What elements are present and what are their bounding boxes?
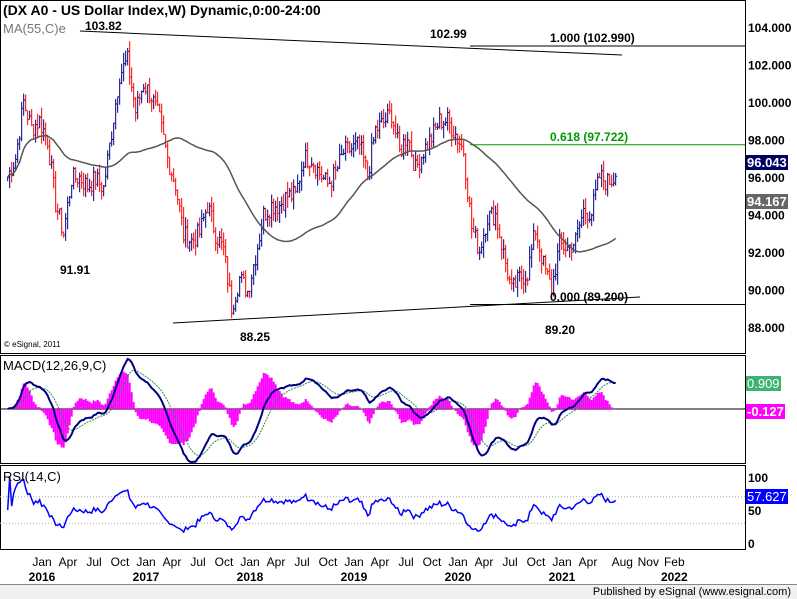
rsi-tag: 57.627: [746, 489, 788, 504]
hist-tag: -0.127: [746, 404, 785, 419]
x-tick-month: Jul: [294, 555, 309, 569]
annotation-label: 0.000 (89.200): [550, 290, 628, 304]
annotation-label: 102.99: [430, 27, 467, 41]
annotation-label: 91.91: [60, 263, 90, 277]
x-tick-year: 2020: [445, 570, 472, 584]
annotation-label: 89.20: [545, 323, 575, 337]
rsi-tick-label: 50: [748, 504, 762, 518]
x-tick-month: Apr: [267, 555, 286, 569]
x-tick-month: Oct: [527, 555, 546, 569]
x-tick-month: Oct: [319, 555, 338, 569]
x-tick-month: Apr: [579, 555, 598, 569]
rsi-tick-label: 0: [748, 537, 755, 551]
footer: Published by eSignal (www.esignal.com): [0, 584, 797, 599]
rsi-line: [6, 476, 617, 534]
ma-label: MA(55,C)e: [3, 21, 66, 36]
x-tick-month: Aug: [612, 555, 633, 569]
price-tick-label: 94.000: [748, 209, 785, 223]
price-tick-label: 96.000: [748, 171, 785, 185]
x-tick-month: Oct: [111, 555, 130, 569]
rsi-tick-label: 100: [748, 471, 768, 485]
x-tick-month: Nov: [638, 555, 659, 569]
x-tick-month: Jul: [502, 555, 517, 569]
resistance-trendline: [79, 30, 623, 56]
x-tick-month: Jul: [398, 555, 413, 569]
macd-label: MACD(12,26,9,C): [3, 358, 107, 373]
rsi-panel: [0, 465, 746, 550]
macd-line: [7, 357, 616, 463]
x-tick-month: Jan: [240, 555, 259, 569]
x-tick-month: Jul: [190, 555, 205, 569]
ma-tag: 94.167: [746, 194, 788, 209]
x-tick-month: Apr: [475, 555, 494, 569]
x-tick-month: Jul: [86, 555, 101, 569]
annotation-label: 88.25: [240, 330, 270, 344]
x-tick-year: 2021: [549, 570, 576, 584]
price-tick-label: 104.000: [748, 21, 792, 35]
copyright: © eSignal, 2011: [4, 340, 61, 349]
price-tick-label: 102.000: [748, 59, 792, 73]
x-tick-year: 2019: [341, 570, 368, 584]
price-panel: [0, 0, 746, 354]
rsi-label: RSI(14,C): [3, 469, 61, 484]
x-tick-month: Oct: [215, 555, 234, 569]
x-tick-month: Jan: [344, 555, 363, 569]
ma-line: [7, 134, 617, 253]
support-trendline: [172, 296, 641, 324]
annotation-label: 1.000 (102.990): [550, 31, 635, 45]
x-tick-month: Oct: [423, 555, 442, 569]
x-tick-year: 2016: [29, 570, 56, 584]
price-tick-label: 92.000: [748, 246, 785, 260]
x-tick-month: Feb: [664, 555, 685, 569]
x-tick-month: Jan: [32, 555, 51, 569]
x-tick-month: Jan: [448, 555, 467, 569]
price-tick-label: 100.000: [748, 96, 792, 110]
macd-tag: 0.909: [746, 376, 781, 391]
x-tick-month: Apr: [59, 555, 78, 569]
annotation-label: 0.618 (97.722): [550, 130, 628, 144]
x-tick-year: 2017: [133, 570, 160, 584]
x-tick-year: 2018: [237, 570, 264, 584]
macd-signal-line: [7, 369, 616, 456]
price-tick-label: 88.000: [748, 321, 785, 335]
annotation-label: 103.82: [85, 19, 122, 33]
x-tick-month: Apr: [163, 555, 182, 569]
x-tick-month: Jan: [136, 555, 155, 569]
price-tag: 96.043: [746, 155, 788, 170]
x-tick-month: Apr: [371, 555, 390, 569]
price-tick-label: 98.000: [748, 134, 785, 148]
chart-title: (DX A0 - US Dollar Index,W) Dynamic,0:00…: [3, 2, 321, 18]
x-tick-year: 2022: [661, 570, 688, 584]
x-tick-month: Jan: [552, 555, 571, 569]
price-tick-label: 90.000: [748, 284, 785, 298]
